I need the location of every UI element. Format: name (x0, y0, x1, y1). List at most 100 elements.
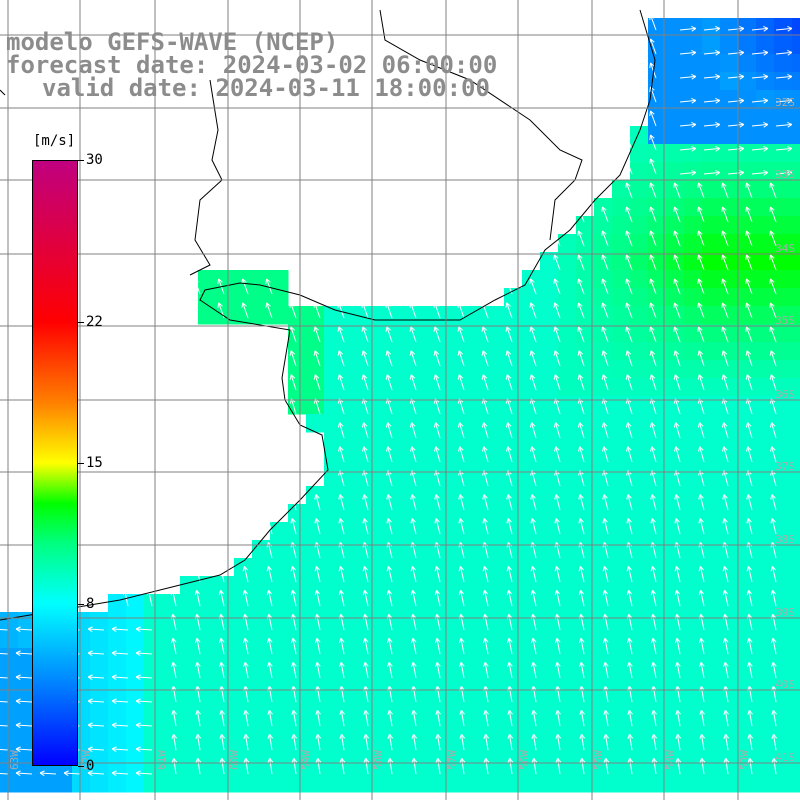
wind-arrow (315, 661, 321, 679)
wind-speed-cell (216, 594, 235, 613)
wind-speed-cell (432, 396, 451, 415)
wind-arrow (577, 278, 585, 295)
wind-speed-cell (522, 486, 541, 505)
wind-speed-cell (702, 324, 721, 343)
wind-speed-cell (126, 774, 145, 793)
wind-speed-cell (738, 234, 757, 253)
wind-speed-cell (756, 252, 775, 271)
wind-speed-cell (702, 342, 721, 361)
wind-arrow (459, 757, 466, 775)
wind-arrow (194, 566, 201, 583)
wind-speed-cell (378, 666, 397, 685)
wind-speed-cell (180, 594, 199, 613)
wind-speed-cell (702, 648, 721, 667)
wind-speed-cell (540, 378, 559, 397)
wind-arrow (625, 350, 633, 367)
wind-speed-cell (558, 486, 577, 505)
wind-speed-cell (360, 324, 379, 343)
wind-speed-cell (684, 198, 703, 217)
wind-arrow (697, 302, 705, 319)
wind-speed-cell (630, 288, 649, 307)
wind-arrow (0, 700, 9, 703)
wind-speed-cell (288, 774, 307, 793)
wind-arrow (679, 121, 697, 128)
wind-arrow (171, 661, 177, 679)
wind-speed-cell (522, 720, 541, 739)
wind-speed-cell (558, 540, 577, 559)
wind-arrow (481, 422, 489, 439)
wind-speed-cell (396, 558, 415, 577)
wind-speed-cell (594, 720, 613, 739)
wind-speed-cell (792, 774, 800, 793)
wind-speed-cell (684, 684, 703, 703)
wind-arrow (111, 626, 129, 633)
wind-arrow (627, 661, 633, 679)
wind-arrow (745, 422, 753, 439)
wind-speed-cell (252, 306, 271, 325)
wind-speed-cell (558, 414, 577, 433)
wind-arrow (170, 590, 177, 607)
wind-speed-cell (432, 540, 451, 559)
wind-speed-cell (576, 720, 595, 739)
wind-speed-cell (612, 288, 631, 307)
wind-speed-cell (180, 774, 199, 793)
wind-speed-cell (702, 702, 721, 721)
wind-speed-cell (738, 576, 757, 595)
wind-arrow (458, 590, 465, 607)
wind-speed-cell (558, 378, 577, 397)
wind-arrow (195, 757, 202, 775)
wind-arrow (361, 350, 369, 367)
wind-speed-cell (756, 342, 775, 361)
wind-speed-cell (378, 630, 397, 649)
wind-speed-cell (306, 378, 325, 397)
wind-arrow (313, 326, 321, 343)
wind-arrow (339, 757, 346, 775)
wind-arrow (87, 770, 105, 777)
wind-arrow (506, 590, 513, 607)
wind-arrow (625, 206, 633, 223)
wind-arrow (775, 25, 793, 32)
wind-speed-cell (342, 666, 361, 685)
wind-speed-cell (126, 666, 145, 685)
wind-speed-cell (432, 450, 451, 469)
wind-arrow (315, 733, 321, 751)
wind-arrow (314, 494, 321, 511)
colorbar (32, 160, 78, 766)
wind-speed-cell (774, 36, 793, 55)
wind-speed-cell (738, 396, 757, 415)
wind-arrow (649, 326, 657, 343)
wind-arrow (15, 770, 33, 777)
wind-arrow (98, 590, 105, 607)
wind-speed-cell (432, 702, 451, 721)
wind-arrow (267, 661, 273, 679)
wind-speed-cell (342, 342, 361, 361)
wind-speed-cell (504, 468, 523, 487)
wind-speed-cell (558, 306, 577, 325)
wind-speed-cell (576, 576, 595, 595)
wind-speed-cell (252, 288, 271, 307)
wind-arrow (433, 326, 441, 343)
colorbar-tick-mark (78, 463, 84, 464)
wind-speed-cell (468, 756, 487, 775)
wind-arrow (673, 254, 681, 271)
wind-arrow (723, 709, 729, 727)
wind-speed-cell (108, 684, 127, 703)
wind-speed-cell (630, 630, 649, 649)
wind-speed-cell (504, 324, 523, 343)
wind-speed-cell (720, 360, 739, 379)
wind-arrow (579, 733, 585, 751)
wind-arrow (338, 590, 345, 607)
longitude-label: 54W (664, 750, 677, 770)
wind-speed-cell (648, 432, 667, 451)
wind-speed-cell (558, 324, 577, 343)
wind-speed-cell (342, 360, 361, 379)
wind-speed-cell (378, 648, 397, 667)
wind-arrow (697, 422, 705, 439)
wind-speed-cell (612, 324, 631, 343)
wind-speed-cell (360, 666, 379, 685)
wind-arrow (751, 49, 769, 56)
wind-arrow (625, 134, 633, 151)
wind-arrow (435, 757, 442, 775)
wind-speed-cell (288, 648, 307, 667)
